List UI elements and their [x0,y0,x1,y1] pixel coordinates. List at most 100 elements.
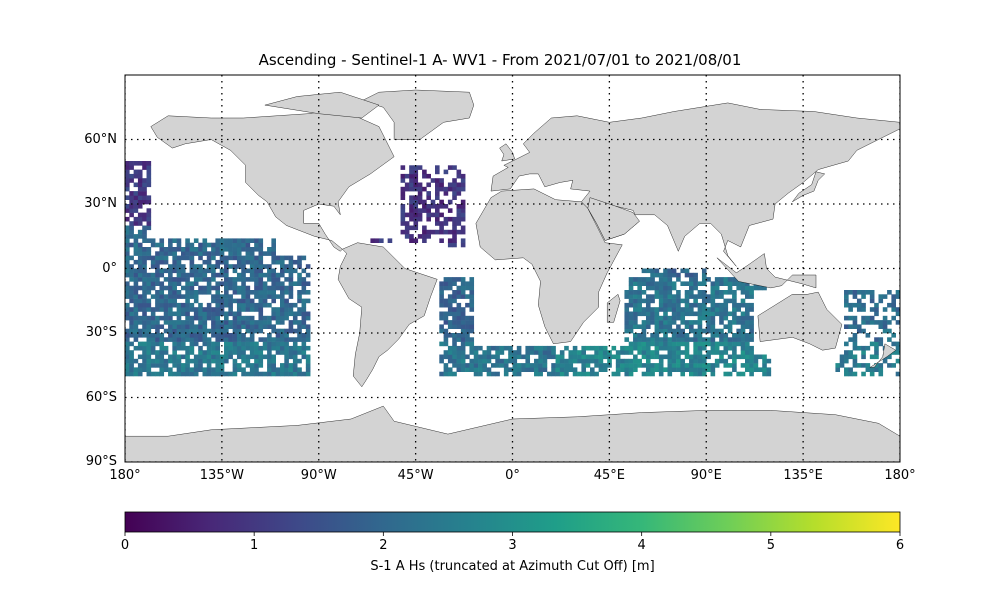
wave-height-cell [206,341,212,347]
wave-height-cell [232,238,238,243]
wave-height-cell [495,354,500,360]
wave-height-cell [189,264,195,269]
wave-height-cell [676,302,681,308]
wave-height-cell [249,363,255,368]
wave-height-cell [435,165,440,170]
wave-height-cell [676,298,681,304]
wave-height-cell [142,281,147,286]
wave-height-cell [232,242,238,248]
wave-height-cell [176,302,182,308]
wave-height-cell [185,285,190,291]
wave-height-cell [163,307,169,312]
wave-height-cell [297,367,302,372]
wave-height-cell [710,285,716,291]
wave-height-cell [439,324,444,329]
wave-height-cell [288,277,294,282]
wave-height-cell [620,358,625,364]
wave-height-cell [684,345,690,351]
wave-height-cell [267,272,272,278]
wave-height-cell [176,259,182,265]
wave-height-cell [628,298,634,304]
wave-height-cell [839,358,845,364]
wave-height-cell [439,358,444,364]
wave-height-cell [732,311,737,317]
wave-height-cell [133,251,139,256]
wave-height-cell [512,350,518,355]
wave-height-cell [193,268,199,274]
wave-height-cell [159,259,165,265]
wave-height-cell [882,358,888,364]
wave-height-cell [193,307,199,312]
wave-height-cell [426,173,431,179]
wave-height-cell [198,272,203,278]
wave-height-cell [710,302,716,308]
wave-height-cell [680,307,686,312]
wave-height-cell [288,264,294,269]
wave-height-cell [680,363,686,368]
wave-height-cell [288,345,294,351]
wave-height-cell [508,358,513,364]
wave-height-cell [732,341,737,347]
wave-height-cell [232,333,238,338]
wave-height-cell [714,328,720,334]
wave-height-cell [874,320,879,325]
wave-height-cell [732,345,737,351]
wave-height-cell [258,264,264,269]
wave-height-cell [172,259,177,265]
wave-height-cell [180,371,186,377]
wave-height-cell [439,341,444,347]
wave-height-cell [628,311,634,317]
wave-height-cell [460,350,466,355]
wave-height-cell [456,212,462,218]
wave-height-cell [667,345,673,351]
wave-height-cell [404,186,410,192]
wave-height-cell [189,272,195,278]
wave-height-cell [176,307,182,312]
wave-height-cell [280,371,285,377]
wave-height-cell [155,302,160,308]
wave-height-cell [693,311,698,317]
wave-height-cell [676,350,681,355]
wave-height-cell [133,337,139,342]
wave-height-cell [719,358,724,364]
wave-height-cell [689,290,694,295]
wave-height-cell [749,294,754,299]
wave-height-cell [142,229,147,235]
wave-height-cell [676,307,681,312]
wave-height-cell [620,350,625,355]
wave-height-cell [465,294,470,299]
wave-height-cell [254,328,259,334]
wave-height-cell [189,324,195,329]
wave-height-cell [628,358,634,364]
wave-height-cell [258,320,264,325]
wave-height-cell [198,290,203,295]
wave-height-cell [202,268,208,274]
wave-height-cell [176,320,182,325]
wave-height-cell [267,320,272,325]
wave-height-cell [706,337,711,342]
wave-height-cell [891,333,896,338]
wave-height-cell [193,298,199,304]
wave-height-cell [447,208,453,213]
wave-height-cell [456,345,462,351]
wave-height-cell [697,315,703,321]
wave-height-cell [723,337,729,342]
wave-height-cell [305,358,311,364]
wave-height-cell [236,255,242,261]
wave-height-cell [706,324,711,329]
wave-height-cell [271,328,276,334]
wave-height-cell [146,302,152,308]
wave-height-cell [271,324,276,329]
wave-height-cell [417,208,423,213]
wave-height-cell [172,251,177,256]
wave-height-cell [176,371,182,377]
wave-height-cell [439,302,444,308]
wave-height-cell [684,341,690,347]
wave-height-cell [193,341,199,347]
wave-height-cell [762,367,767,372]
wave-height-cell [641,307,647,312]
wave-height-cell [133,371,139,377]
wave-height-cell [667,354,673,360]
wave-height-cell [163,363,169,368]
wave-height-cell [129,221,134,226]
